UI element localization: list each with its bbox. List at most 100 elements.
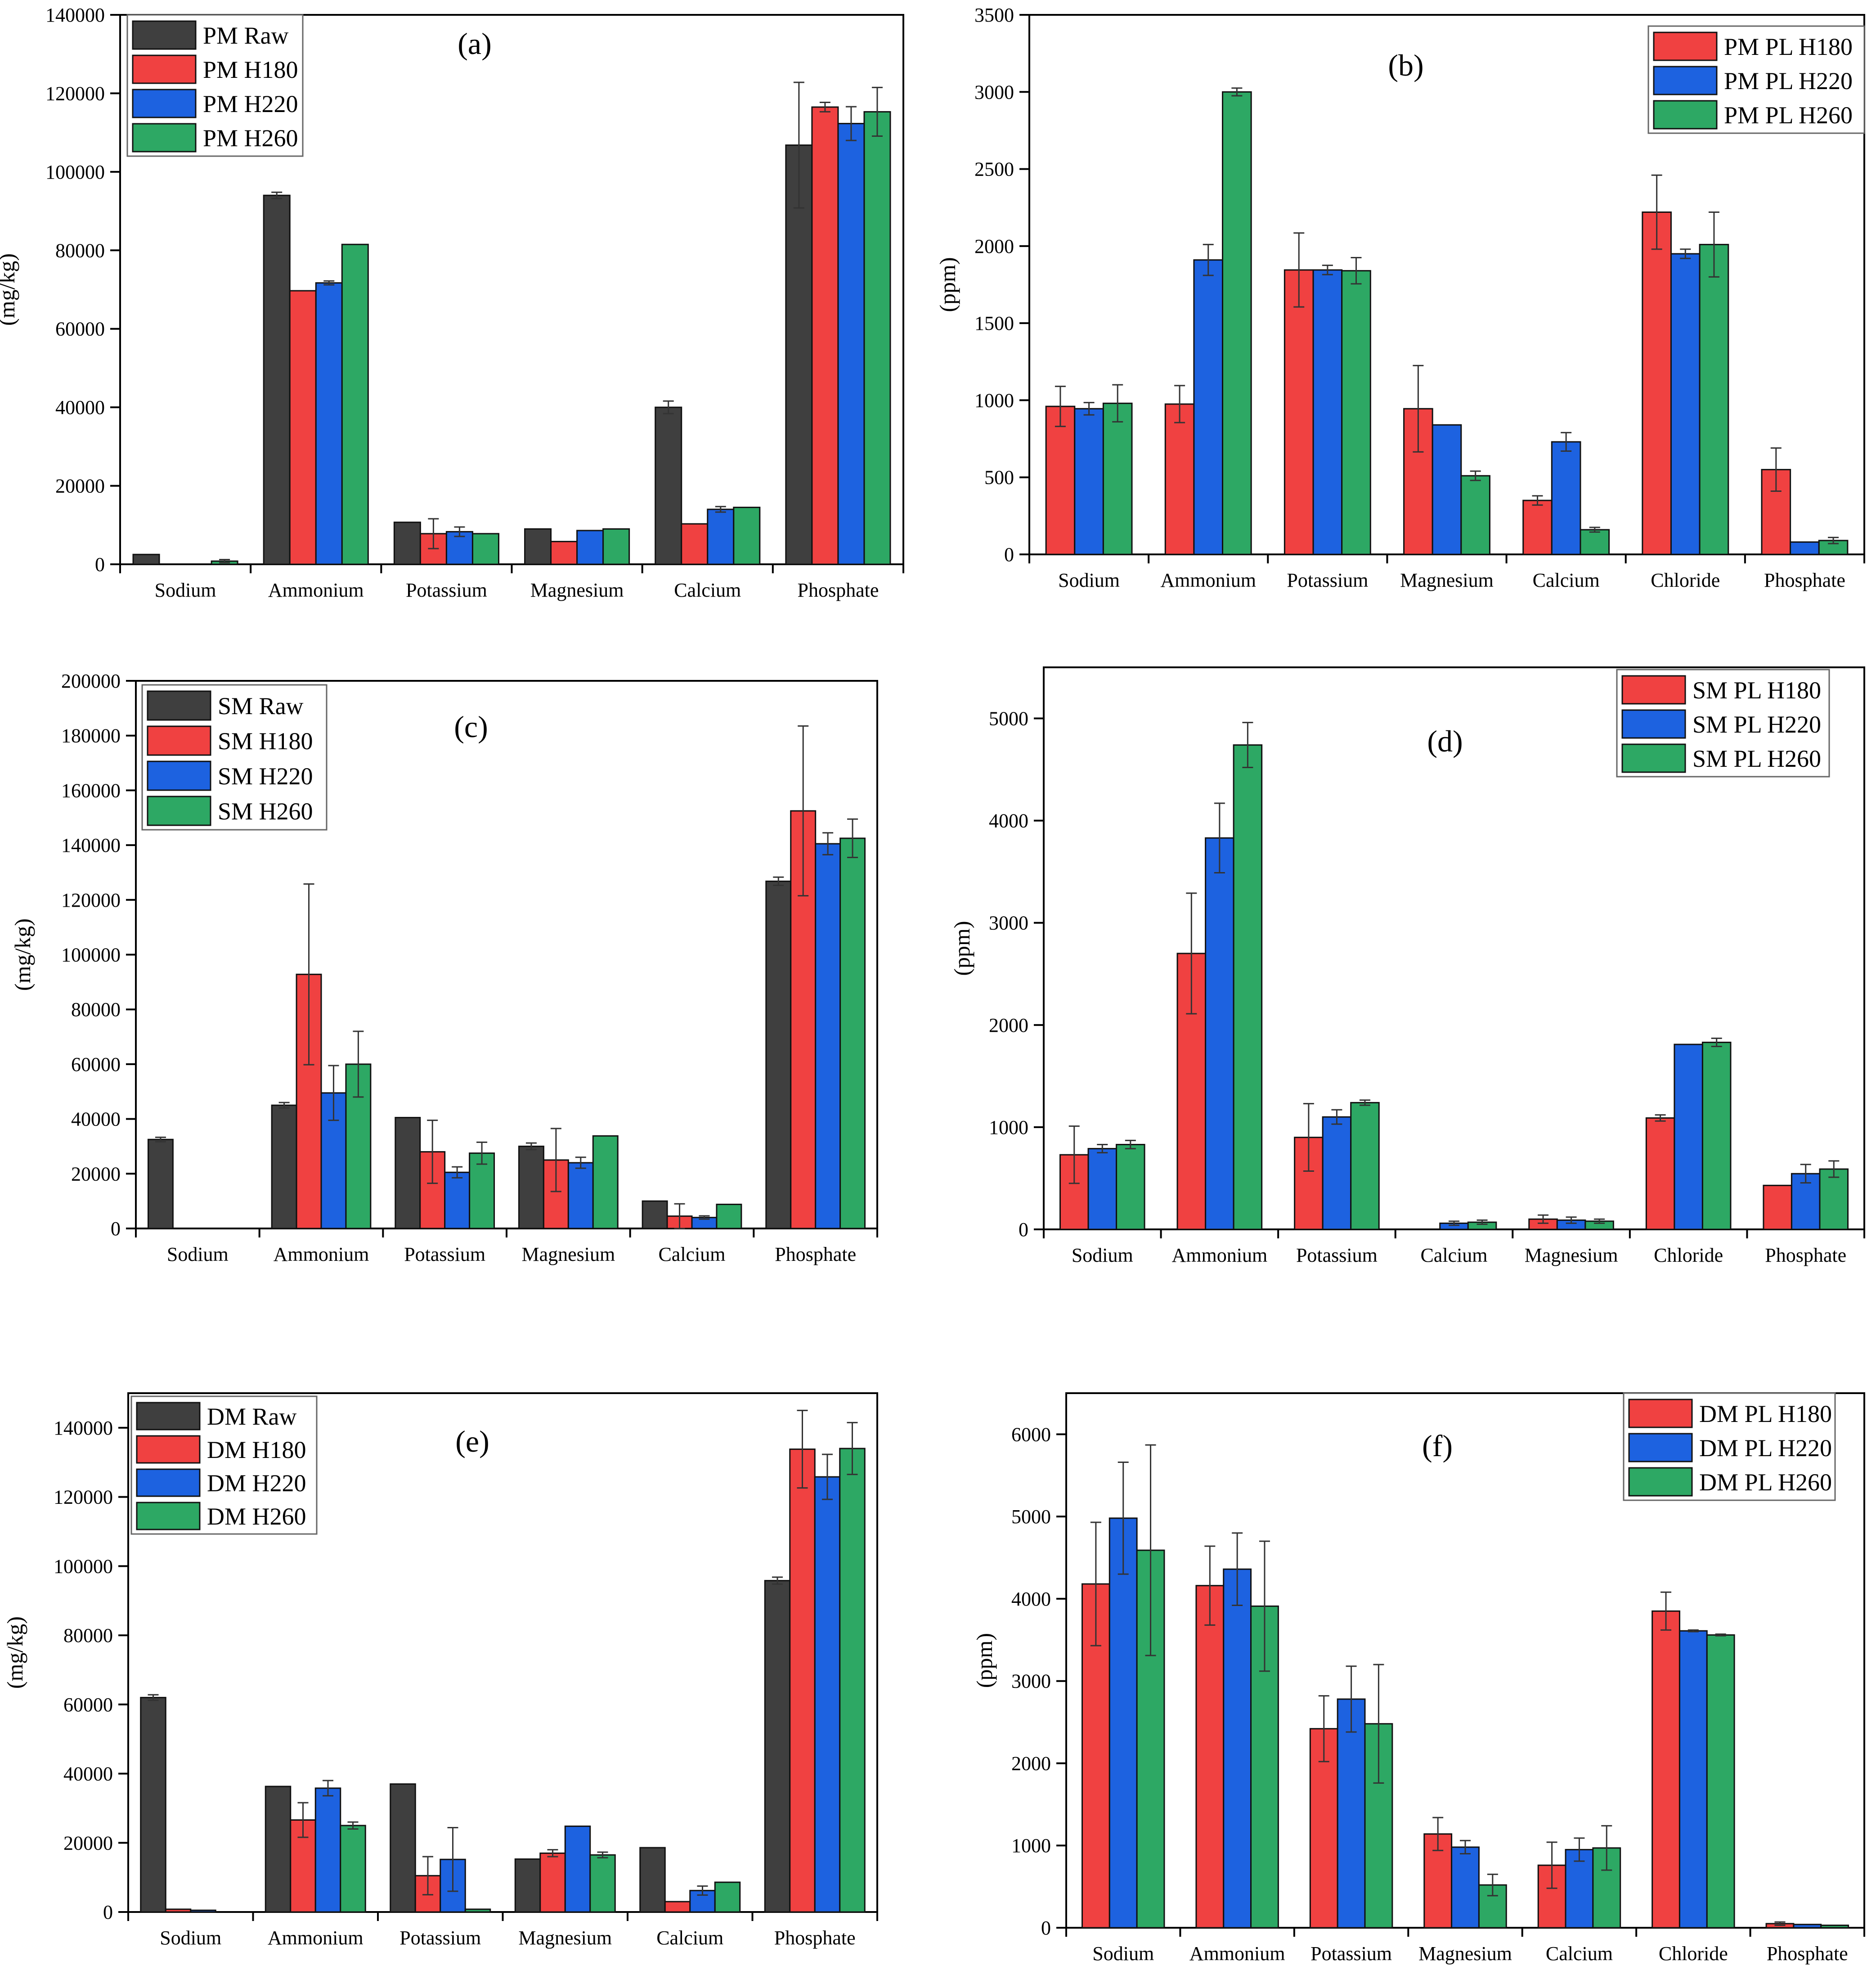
bar [1699,243,1729,555]
bar [1432,424,1462,555]
legend-swatch [132,89,197,118]
y-tick-label: 140000 [45,4,105,26]
bar [271,1104,297,1229]
panel-label: (e) [455,1424,489,1458]
legend-swatch [1628,1467,1693,1497]
y-tick-label: 40000 [55,396,105,418]
bar [390,1783,416,1913]
bar [1193,259,1224,555]
x-tick-label: Sodium [155,579,216,601]
y-tick-label: 3000 [974,81,1014,103]
x-tick-label: Phosphate [1764,569,1845,591]
x-tick-label: Ammonium [1160,569,1256,591]
chart-panel-d: 0 1000 2000 3000 4000 5000 (ppm) Sodium Ammonium… [949,666,1865,1266]
legend: DM Raw DM H180 DM H220 DM H260 [130,1395,318,1535]
y-tick-label: 200000 [61,670,121,692]
bar [1045,405,1076,555]
bar [567,1162,594,1229]
y-tick-label: 2000 [989,1014,1028,1036]
x-tick-label: Chloride [1659,1943,1728,1965]
legend-label: PM Raw [203,22,289,49]
legend-label: PM H180 [203,56,298,83]
legend-label: PM PL H260 [1724,102,1853,129]
chart-panel-e: 0 20000 40000 60000 80000 100000 120000 140000 (… [2,1392,878,1949]
y-tick-label: 20000 [55,475,105,497]
legend-label: DM PL H260 [1699,1469,1832,1496]
y-tick-label: 140000 [54,1417,113,1439]
bar [444,1171,471,1229]
legend-swatch [1628,1433,1693,1462]
bar [639,1847,666,1913]
bar [764,1580,791,1913]
bar [469,1152,495,1229]
legend: PM PL H180 PM PL H220 PM PL H260 [1647,25,1865,134]
y-tick-label: 500 [984,467,1014,489]
bar [765,880,792,1229]
bar [263,194,291,565]
bar [1679,1630,1708,1929]
panel-label: (f) [1422,1429,1453,1463]
bar [602,528,630,565]
x-tick-label: Calcium [1546,1943,1613,1965]
bar [1793,1924,1822,1929]
bar [642,1200,668,1229]
y-tick-label: 80000 [63,1624,113,1647]
bar [132,553,160,565]
bar [1337,1698,1366,1929]
x-tick-label: Magnesium [1418,1943,1512,1965]
bar [1116,1144,1145,1230]
bar [789,1449,816,1913]
bar [1164,403,1195,555]
legend-label: SM Raw [218,693,304,720]
x-tick-label: Calcium [674,579,741,601]
x-tick-label: Chloride [1654,1244,1723,1266]
bar [395,1117,421,1229]
bar [1645,1117,1675,1230]
bar [471,533,499,565]
legend-swatch [132,123,197,153]
legend-swatch [136,1468,201,1497]
x-tick-label: Potassium [406,579,487,601]
y-tick-label: 1000 [1011,1835,1051,1857]
bar [524,528,552,565]
y-axis-label: (mg/kg) [10,918,35,991]
x-tick-label: Potassium [399,1927,481,1949]
bar [1109,1517,1138,1929]
bar [1322,1116,1352,1230]
bar [1460,475,1490,555]
legend-label: SM PL H220 [1692,711,1821,738]
legend-label: DM H180 [207,1436,306,1463]
bar [550,540,578,565]
y-tick-label: 20000 [71,1163,121,1185]
legend-swatch [147,760,211,791]
y-tick-label: 60000 [55,318,105,340]
legend-label: SM H260 [218,798,313,825]
legend-swatch [147,725,211,756]
bar [815,843,841,1229]
bar [539,1852,566,1913]
y-tick-label: 140000 [61,834,121,856]
bar [1522,499,1553,555]
bar [714,1881,741,1913]
y-tick-label: 20000 [63,1832,113,1854]
x-tick-label: Potassium [1287,569,1368,591]
x-tick-label: Magnesium [518,1927,612,1949]
bar [1674,1044,1703,1230]
bar [839,837,866,1229]
y-tick-label: 1000 [989,1116,1028,1138]
bar [393,522,421,565]
y-tick-label: 60000 [63,1694,113,1716]
legend-label: DM H260 [207,1503,306,1530]
x-tick-label: Calcium [658,1243,725,1265]
bar [564,1825,591,1913]
bar [1763,1184,1792,1230]
bar [315,282,343,565]
y-tick-label: 180000 [61,725,121,747]
y-tick-label: 3000 [1011,1670,1051,1692]
panel-label: (d) [1427,724,1463,758]
chart-panel-a: 0 20000 40000 60000 80000 100000 120000 140000 (… [0,4,904,601]
x-tick-label: Phosphate [797,579,879,601]
legend-label: SM PL H180 [1692,677,1821,704]
y-tick-label: 40000 [71,1108,121,1130]
bar [1195,1585,1225,1929]
